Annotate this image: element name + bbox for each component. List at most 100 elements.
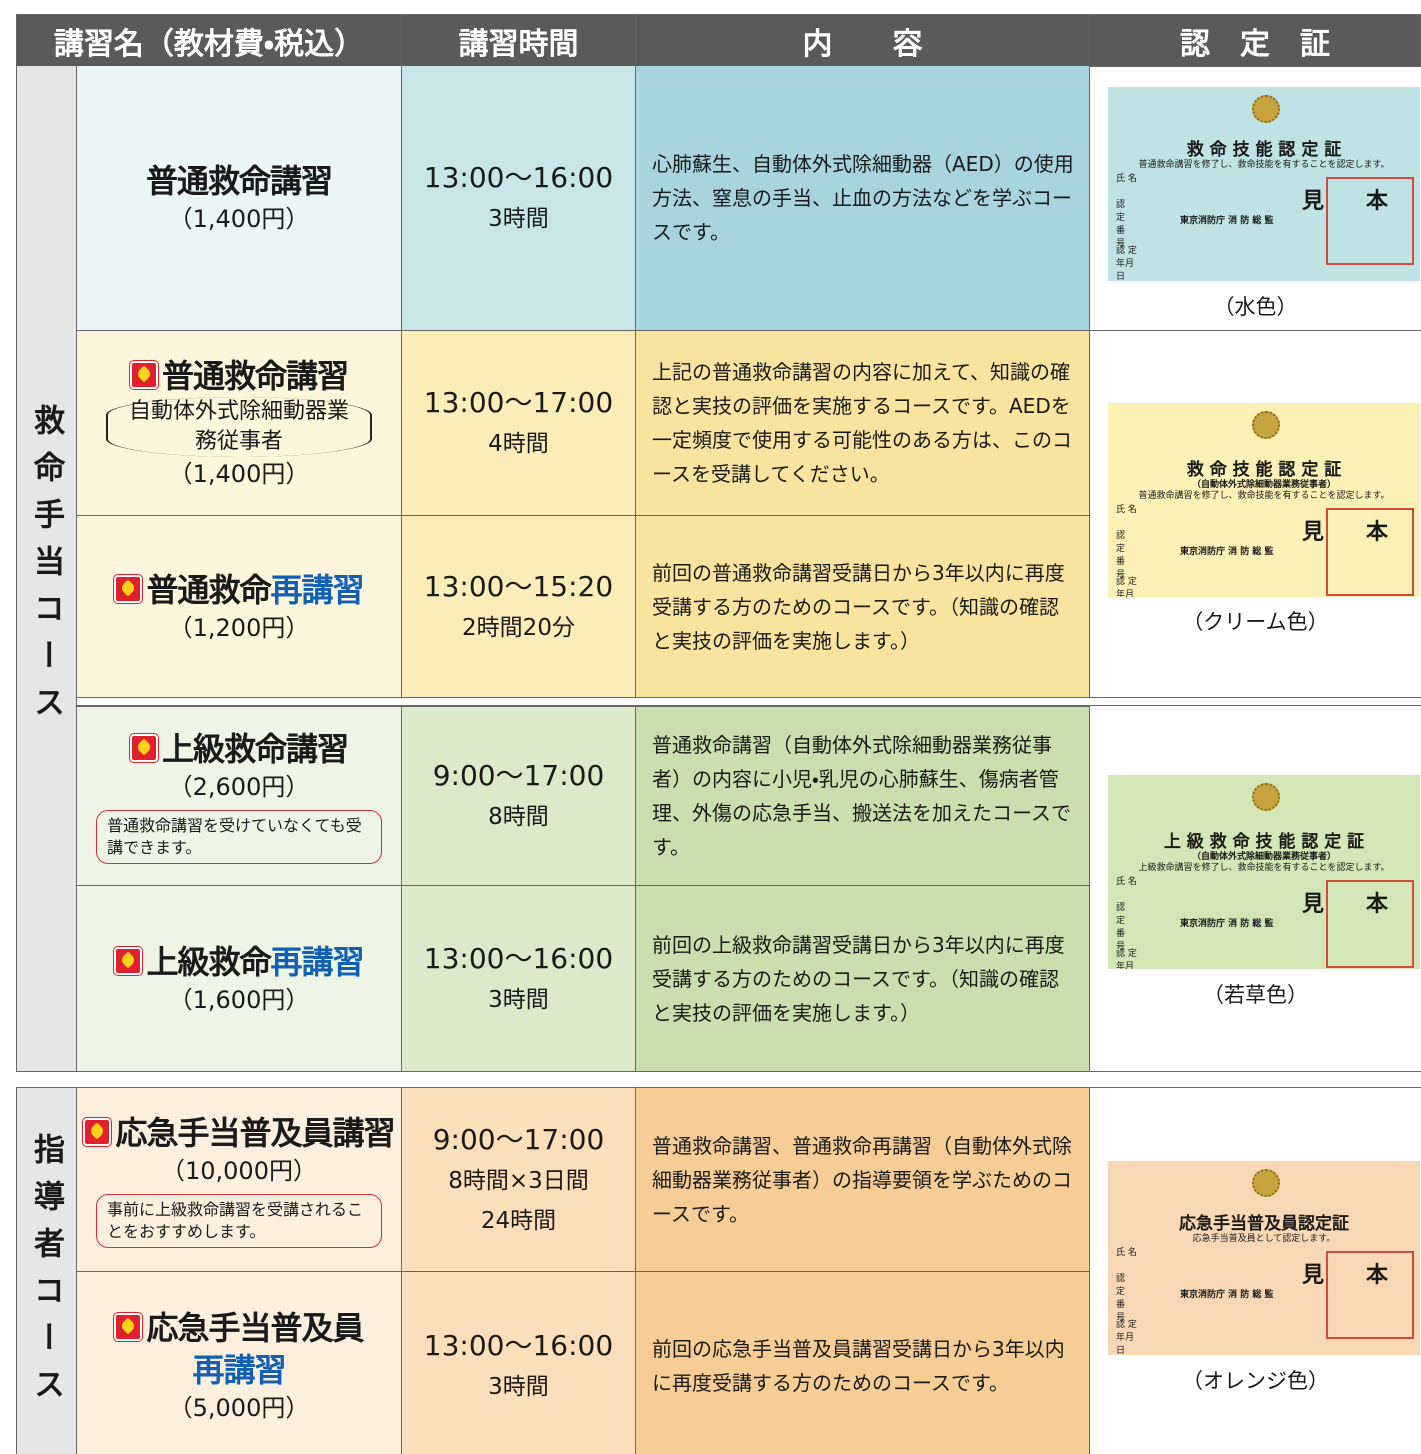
content-text: 普通救命講習（自動体外式除細動器業務従事者）の内容に小児・乳児の心肺蘇生、傷病者… [652,733,1071,859]
content-text: 前回の上級救命講習受講日から3年以内に再度受講する方のためのコースです。（知識の… [652,932,1065,1025]
course-name-text: 応急手当普及員講習 [115,1113,395,1152]
header-cell: 内 容 [636,14,1090,67]
card-name-label: 氏 名 [1116,877,1137,887]
course-name-cell: 普通救命再講習 （1,200円） [77,516,402,698]
emblem [1252,1169,1280,1197]
time-range: 9:00〜17:00 [432,1122,605,1156]
aed-icon [128,360,159,390]
card-statement: 応急手当普及員として認定します。 [1192,1234,1336,1244]
card-subtitle: （自動体外式除細動器業務従事者） [1191,480,1336,490]
emblem [1252,783,1280,811]
stamp [1326,177,1414,265]
group-label: 救命手当コース [16,66,77,1072]
time-range: 13:00〜17:00 [423,386,614,419]
stamp [1326,508,1414,596]
card-number-label: 認 定 番 号 [1116,903,1126,952]
content-text: 前回の普通救命講習受講日から3年以内に再度受講する方のためのコースです。（知識の… [652,560,1065,653]
course-name-main: 上級救命講習 [128,728,349,770]
card-date-label: 認 定 年月日 [1116,1320,1137,1355]
emblem [1252,411,1280,439]
course-name-cell: 応急手当普及員講習 （10,000円） 事前に上級救命講習を受講されることをおすすめ… [77,1087,402,1272]
content-cell: 心肺蘇生、自動体外式除細動器（AED）の使用方法、窒息の手当、止血の方法などを学… [636,66,1090,331]
course-name-cell: 普通救命講習 （1,400円） [77,66,402,331]
aed-icon [113,573,144,604]
duration: 8時間 [488,804,549,830]
course-price: （1,600円） [168,985,310,1014]
course-name-text: 上級救命 [146,942,271,981]
card-issuer: 東京消防庁 消 防 総 監 [1180,547,1274,557]
course-name-main: 普通救命講習 [128,355,349,397]
content-cell: 前回の応急手当普及員講習受講日から3年以内に再度受講する方のためのコースです。 [636,1272,1090,1454]
time-range: 9:00〜17:00 [432,759,605,792]
card-issuer: 東京消防庁 消 防 総 監 [1180,1290,1274,1300]
card-number-label: 認 定 番 号 [1116,1274,1126,1323]
course-name: 普通救命講習 [128,355,349,397]
time-range: 13:00〜16:00 [423,161,614,194]
time-range: 13:00〜16:00 [423,1328,614,1362]
aed-icon [128,733,159,763]
time-range: 13:00〜16:00 [423,941,614,975]
course-name-cell: 普通救命講習 自動体外式除細動器業務従事者 （1,400円） [77,331,402,516]
header-cell: 認 定 証 [1090,14,1421,67]
time-cell: 9:00〜17:00 8時間×3日間 24時間 [402,1087,636,1272]
divider [77,698,1421,706]
time-cell: 13:00〜16:00 3時間 [402,1272,636,1454]
course-name: 普通救命講習 [145,160,333,202]
card-date-label: 認 定 年月日 [1116,949,1137,969]
content-cell: 普通救命講習（自動体外式除細動器業務従事者）の内容に小児・乳児の心肺蘇生、傷病者… [636,706,1090,886]
course-note: 事前に上級救命講習を受講されることをおすすめします。 [96,1193,382,1248]
certificate-caption: （水色） [1213,295,1298,319]
duration: 3時間 [488,206,549,232]
card-title: 上 級 救 命 技 能 認 定 証 [1163,832,1365,852]
certificate-caption: （若草色） [1203,983,1308,1007]
card-issuer: 東京消防庁 消 防 総 監 [1180,216,1274,226]
time-cell: 13:00〜16:00 3時間 [402,66,636,331]
course-price: （5,000円） [168,1393,310,1422]
card-sample: 見 本 [1302,520,1399,545]
certificate-card: 応急手当普及員認定証 応急手当普及員として認定します。氏 名認 定 番 号 東京消防… [1108,1161,1420,1355]
content-text: 心肺蘇生、自動体外式除細動器（AED）の使用方法、窒息の手当、止血の方法などを学… [652,152,1074,244]
aed-icon [82,1116,113,1147]
course-name: 上級救命講習 [128,728,349,770]
course-name-main: 普通救命 [113,569,272,611]
card-statement: 普通救命講習を修了し、救命技能を有することを認定します。 [1138,160,1390,170]
duration: 8時間×3日間 [448,1167,589,1194]
group-label: 指導者コース [16,1087,77,1454]
content-cell: 前回の普通救命講習受講日から3年以内に再度受講する方のためのコースです。（知識の… [636,516,1090,698]
content-text: 上記の普通救命講習の内容に加えて、知識の確認と実技の評価を実施するコースです。A… [652,360,1072,486]
course-name-main: 応急手当普及員 [113,1307,365,1349]
card-date-label: 認 定 年月日 [1116,577,1137,597]
time-cell: 13:00〜17:00 4時間 [402,331,636,516]
card-name-label: 氏 名 [1116,174,1137,184]
emblem [1252,95,1280,123]
stamp [1326,1251,1414,1339]
course-name-text: 普通救命講習 [145,162,333,200]
header-cell: 講習名（教材費・税込） [16,14,402,67]
content-text: 前回の応急手当普及員講習受講日から3年以内に再度受講する方のためのコースです。 [652,1336,1065,1395]
card-date-label: 認 定 年月日 [1116,246,1137,281]
course-name-text: 上級救命講習 [161,730,349,768]
course-name-highlight: 再講習 [270,942,365,981]
course-name-cell: 上級救命講習 （2,600円） 普通救命講習を受けていなくても受講できます。 [77,706,402,886]
aed-icon [113,1311,144,1342]
card-title: 応急手当普及員認定証 [1179,1214,1349,1234]
certificate-card: 救 命 技 能 認 定 証（自動体外式除細動器業務従事者） 普通救命講習を修了し、… [1108,403,1420,597]
duration: 4時間 [488,431,549,457]
course-name-text: 応急手当普及員 [146,1308,364,1347]
course-name-cell: 上級救命再講習 （1,600円） [77,886,402,1072]
duration: 3時間 [488,1373,549,1400]
course-name-highlight: 再講習 [270,570,365,609]
course-name-main: 普通救命講習 [145,160,333,202]
course-price: （2,600円） [168,773,310,801]
course-name-text: 普通救命 [146,570,271,609]
course-price: （10,000円） [161,1156,317,1185]
card-title: 救 命 技 能 認 定 証 [1186,460,1342,480]
course-name: 普通救命再講習 [113,569,365,611]
duration: 2時間20分 [462,614,575,641]
course-name-cell: 応急手当普及員再講習 （5,000円） [77,1272,402,1454]
card-issuer: 東京消防庁 消 防 総 監 [1180,919,1274,929]
course-price: （1,200円） [168,613,310,642]
certificate-card: 救 命 技 能 認 定 証普通救命講習を修了し、救命技能を有することを認定します… [1108,87,1420,281]
time-cell: 13:00〜15:20 2時間20分 [402,516,636,698]
certificate-cell: 上 級 救 命 技 能 認 定 証（自動体外式除細動器業務従事者） 上級救命講習を… [1090,706,1421,1072]
